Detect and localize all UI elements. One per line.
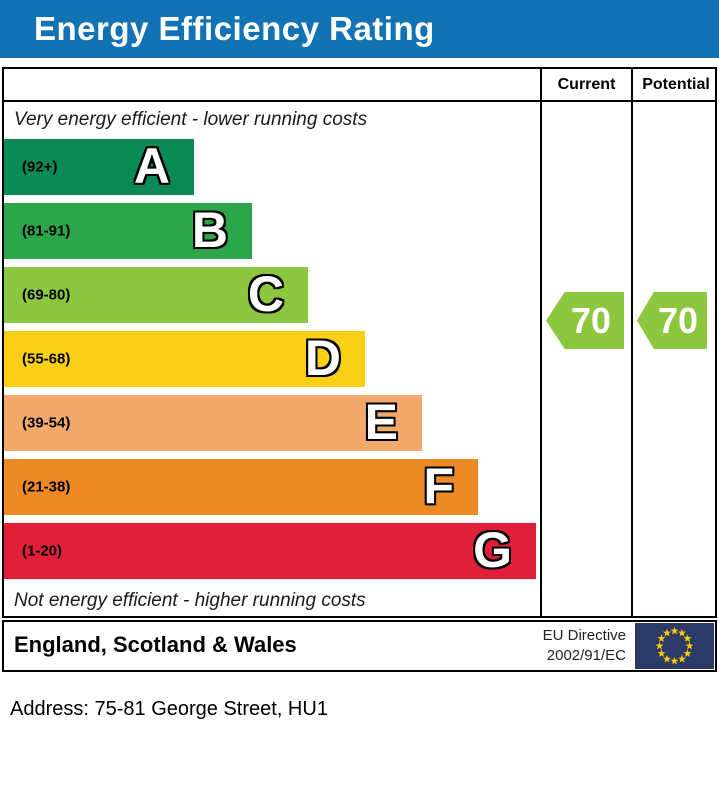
- band-row-a: (92+) A: [4, 139, 540, 203]
- band-range-label: (55-68): [22, 350, 71, 368]
- band-bar-g: (1-20) G: [4, 523, 536, 579]
- band-bar-c: (69-80) C: [4, 267, 308, 323]
- property-address: Address: 75-81 George Street, HU1: [10, 698, 328, 720]
- column-divider-potential: [631, 69, 633, 616]
- energy-rating-chart: Current Potential Very energy efficient …: [2, 67, 717, 618]
- rating-bands: (92+) A (81-91) B (69-80) C (55-68) D (39-54) E (2…: [4, 139, 540, 587]
- bottom-note: Not energy efficient - higher running co…: [14, 590, 366, 611]
- page-title: Energy Efficiency Rating: [34, 10, 435, 47]
- column-divider-current: [540, 69, 542, 616]
- current-rating-arrow: 70: [546, 292, 624, 349]
- band-row-b: (81-91) B: [4, 203, 540, 267]
- eu-flag-icon: [635, 623, 714, 669]
- band-bar-d: (55-68) D: [4, 331, 365, 387]
- page-title-bar: Energy Efficiency Rating: [0, 0, 719, 58]
- band-row-g: (1-20) G: [4, 523, 540, 587]
- band-range-label: (1-20): [22, 542, 63, 560]
- band-bar-a: (92+) A: [4, 139, 194, 195]
- band-letter: E: [364, 394, 398, 450]
- band-range-label: (81-91): [22, 222, 71, 240]
- band-bar-f: (21-38) F: [4, 459, 478, 515]
- band-letter: C: [247, 266, 284, 322]
- top-note: Very energy efficient - lower running co…: [14, 109, 368, 130]
- current-column-header: Current: [557, 75, 616, 93]
- band-row-e: (39-54) E: [4, 395, 540, 459]
- band-row-d: (55-68) D: [4, 331, 540, 395]
- band-letter: F: [423, 458, 454, 514]
- band-bar-b: (81-91) B: [4, 203, 252, 259]
- potential-rating-value: 70: [657, 299, 699, 341]
- potential-rating-arrow: 70: [637, 292, 707, 349]
- region-label: England, Scotland & Wales: [14, 632, 297, 657]
- band-bar-e: (39-54) E: [4, 395, 422, 451]
- band-range-label: (92+): [22, 158, 58, 176]
- band-range-label: (21-38): [22, 478, 71, 496]
- band-row-f: (21-38) F: [4, 459, 540, 523]
- band-letter: G: [473, 522, 512, 578]
- chart-header-row: Current Potential: [4, 69, 715, 102]
- band-row-c: (69-80) C: [4, 267, 540, 331]
- eu-directive-label: EU Directive 2002/91/EC: [542, 627, 626, 664]
- band-letter: B: [191, 202, 228, 258]
- potential-column-header: Potential: [642, 75, 710, 93]
- band-letter: A: [133, 138, 170, 194]
- band-range-label: (69-80): [22, 286, 71, 304]
- band-letter: D: [304, 330, 341, 386]
- current-rating-value: 70: [570, 299, 612, 341]
- chart-footer: England, Scotland & Wales EU Directive 2…: [2, 620, 717, 672]
- band-range-label: (39-54): [22, 414, 71, 432]
